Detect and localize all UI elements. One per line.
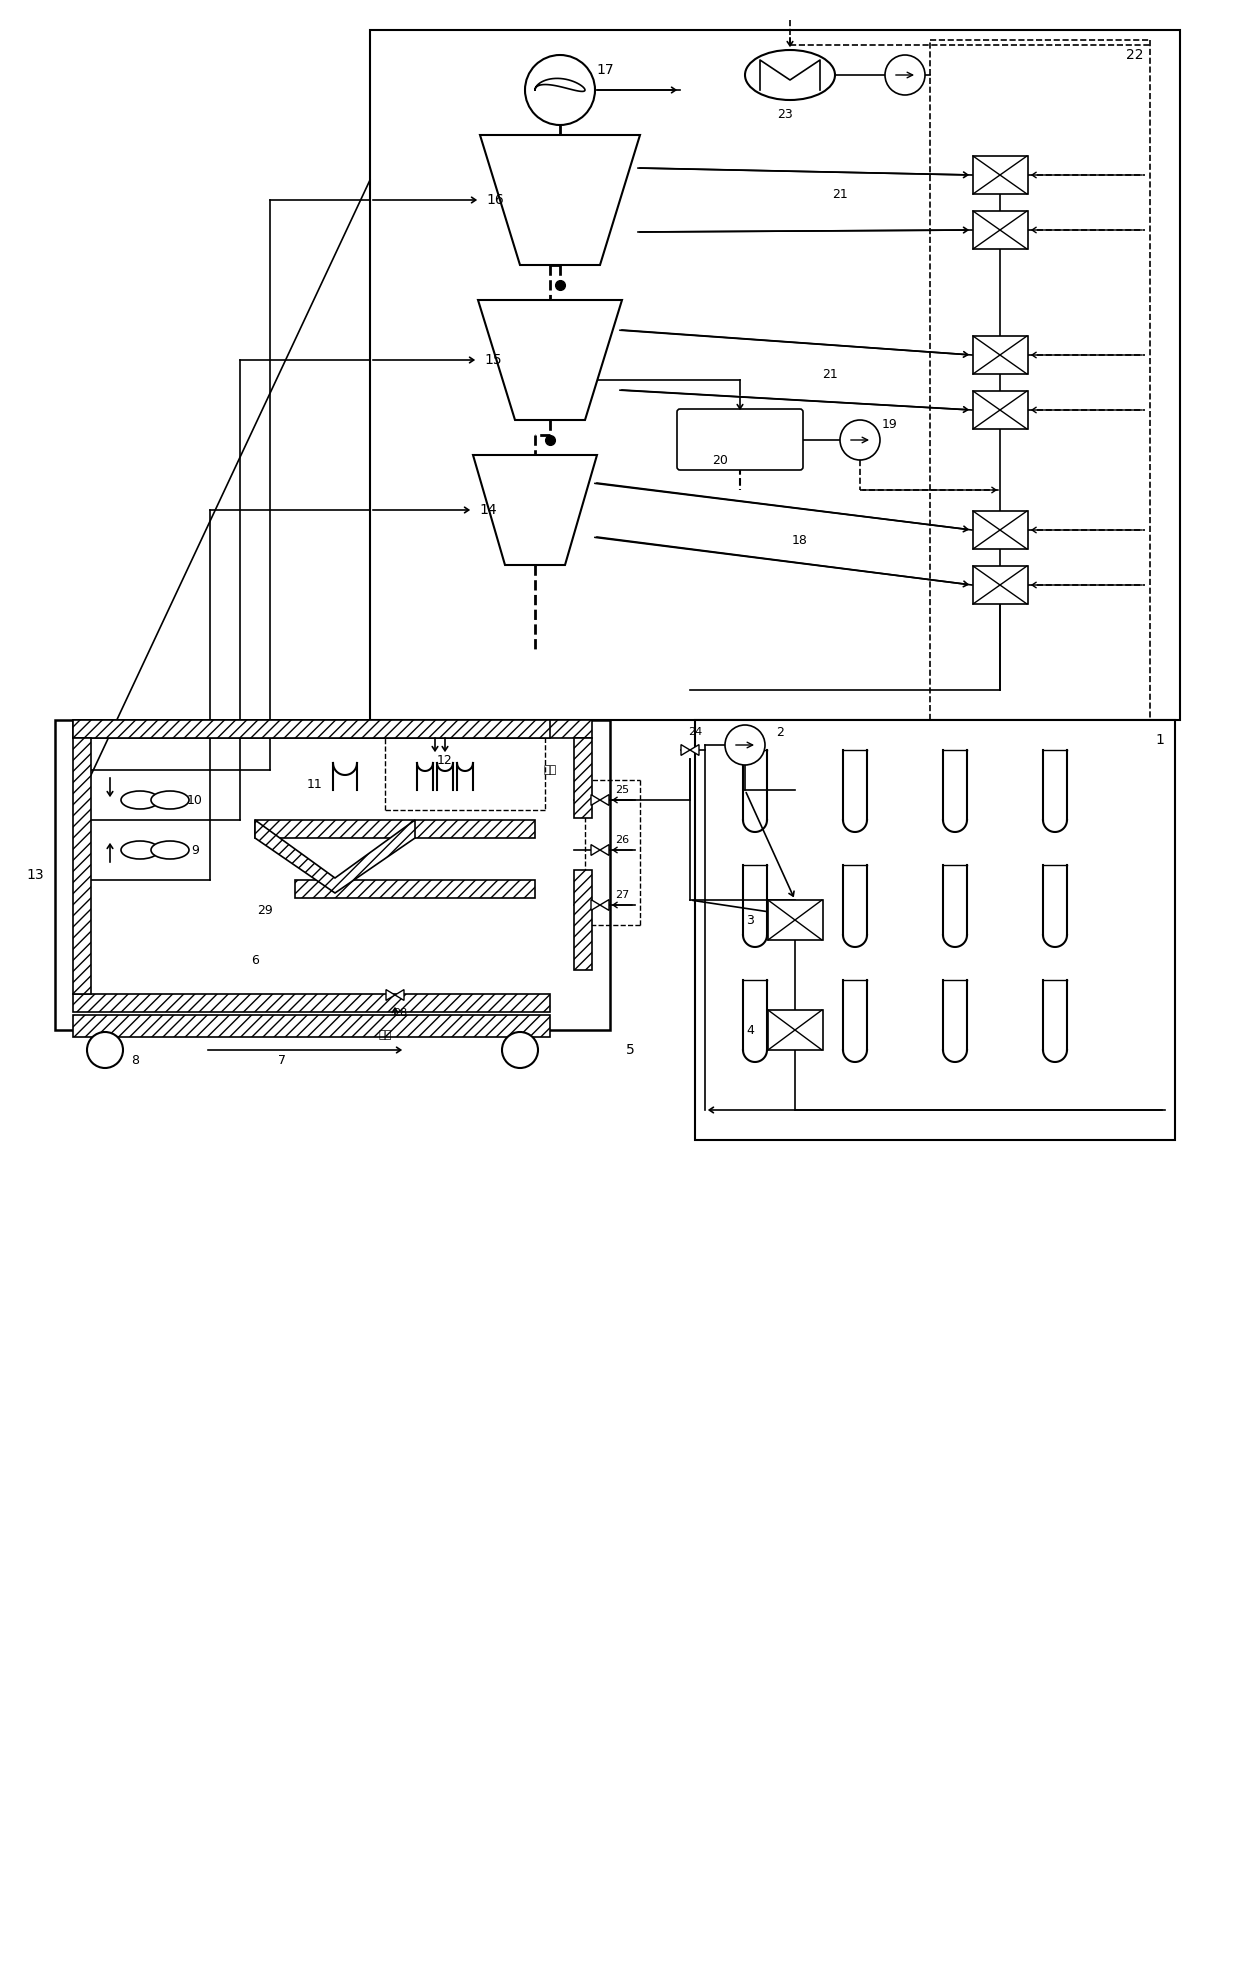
- Polygon shape: [681, 745, 689, 755]
- Text: 15: 15: [484, 353, 502, 367]
- Bar: [73, 719, 551, 737]
- Text: 17: 17: [596, 63, 614, 77]
- Ellipse shape: [745, 50, 835, 99]
- Polygon shape: [255, 821, 415, 894]
- Text: 2: 2: [776, 727, 784, 739]
- Text: 10: 10: [187, 793, 203, 807]
- Bar: [370, 30, 1180, 719]
- Text: 29: 29: [257, 904, 273, 916]
- Polygon shape: [477, 299, 622, 420]
- Text: 6: 6: [250, 953, 259, 967]
- Polygon shape: [386, 989, 396, 1001]
- Bar: [973, 210, 1028, 250]
- Bar: [295, 880, 534, 898]
- Text: 5: 5: [626, 1043, 635, 1056]
- Polygon shape: [591, 900, 600, 910]
- Bar: [73, 737, 91, 995]
- Circle shape: [839, 420, 880, 460]
- Text: 14: 14: [479, 503, 497, 517]
- Polygon shape: [600, 900, 609, 910]
- Bar: [73, 995, 551, 1013]
- Bar: [574, 870, 591, 969]
- Circle shape: [885, 55, 925, 95]
- Text: 16: 16: [486, 192, 503, 206]
- Ellipse shape: [151, 840, 188, 858]
- Text: 燃料: 燃料: [378, 1031, 392, 1041]
- Bar: [694, 719, 1176, 1140]
- Ellipse shape: [122, 840, 159, 858]
- Bar: [768, 1011, 823, 1050]
- Text: 8: 8: [131, 1054, 139, 1066]
- Bar: [973, 337, 1028, 375]
- Circle shape: [525, 55, 595, 125]
- Text: 28: 28: [393, 1009, 407, 1019]
- Text: 1: 1: [1156, 733, 1164, 747]
- Text: 11: 11: [308, 779, 322, 791]
- Polygon shape: [480, 135, 640, 266]
- Polygon shape: [591, 844, 600, 856]
- Bar: [973, 390, 1028, 428]
- Polygon shape: [472, 456, 596, 565]
- Text: 21: 21: [822, 369, 838, 381]
- Bar: [73, 719, 532, 737]
- Ellipse shape: [122, 791, 159, 809]
- Circle shape: [502, 1033, 538, 1068]
- Text: 23: 23: [777, 109, 792, 121]
- Bar: [73, 1015, 551, 1037]
- Text: 24: 24: [688, 727, 702, 737]
- Text: 19: 19: [882, 418, 898, 432]
- Bar: [255, 821, 534, 838]
- Polygon shape: [689, 745, 699, 755]
- Ellipse shape: [151, 791, 188, 809]
- Text: 25: 25: [615, 785, 629, 795]
- Bar: [973, 157, 1028, 194]
- Bar: [334, 719, 591, 737]
- Circle shape: [87, 1033, 123, 1068]
- Text: 3: 3: [746, 914, 754, 926]
- Bar: [574, 737, 591, 819]
- Polygon shape: [591, 795, 600, 805]
- Text: 9: 9: [191, 844, 198, 856]
- Polygon shape: [600, 844, 609, 856]
- Text: 12: 12: [438, 753, 453, 767]
- Bar: [768, 900, 823, 939]
- Polygon shape: [600, 795, 609, 805]
- Circle shape: [725, 725, 765, 765]
- Text: 4: 4: [746, 1023, 754, 1037]
- FancyBboxPatch shape: [677, 408, 804, 470]
- Text: 13: 13: [26, 868, 43, 882]
- Text: 20: 20: [712, 454, 728, 466]
- Bar: [973, 567, 1028, 605]
- Bar: [55, 719, 610, 1031]
- Polygon shape: [396, 989, 404, 1001]
- Text: 7: 7: [278, 1054, 286, 1066]
- Bar: [973, 511, 1028, 549]
- Text: 27: 27: [615, 890, 629, 900]
- Text: 18: 18: [792, 533, 808, 547]
- Text: 煤料: 煤料: [543, 765, 557, 775]
- Text: 26: 26: [615, 834, 629, 844]
- Text: 22: 22: [1126, 48, 1143, 61]
- Text: 21: 21: [832, 188, 848, 202]
